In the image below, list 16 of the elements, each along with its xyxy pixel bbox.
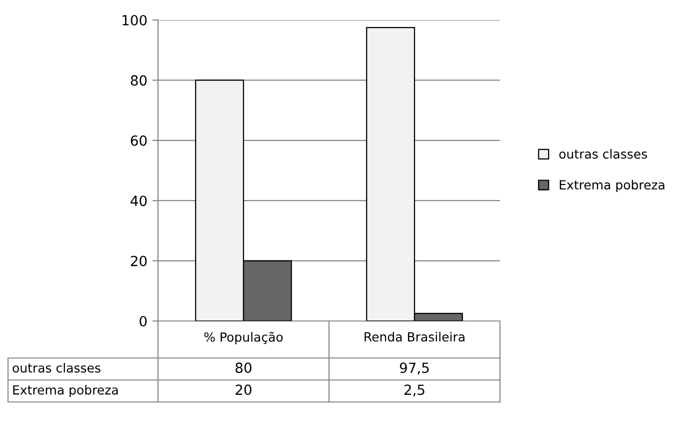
- y-tick-label: 40: [130, 196, 147, 206]
- data-label: 97,5: [400, 362, 429, 374]
- data-label: 2,5: [404, 384, 424, 396]
- y-tick-label: 80: [130, 75, 147, 86]
- data-label: 20: [236, 384, 252, 396]
- y-tick-label: 100: [122, 14, 147, 26]
- y-tick-label: 60: [130, 135, 147, 146]
- legend-label: Extrema pobreza: [560, 180, 664, 192]
- text: Extrema pobreza: [13, 384, 118, 398]
- data-label: 80: [236, 362, 252, 374]
- y-tick-label: 20: [130, 256, 147, 266]
- y-tick-label: 0: [140, 316, 147, 326]
- text: outras classes: [12, 362, 100, 373]
- x-tick-label: % População: [204, 332, 283, 344]
- legend-label: outras classes: [559, 149, 647, 159]
- x-tick-label: Renda Brasileira: [364, 332, 464, 342]
